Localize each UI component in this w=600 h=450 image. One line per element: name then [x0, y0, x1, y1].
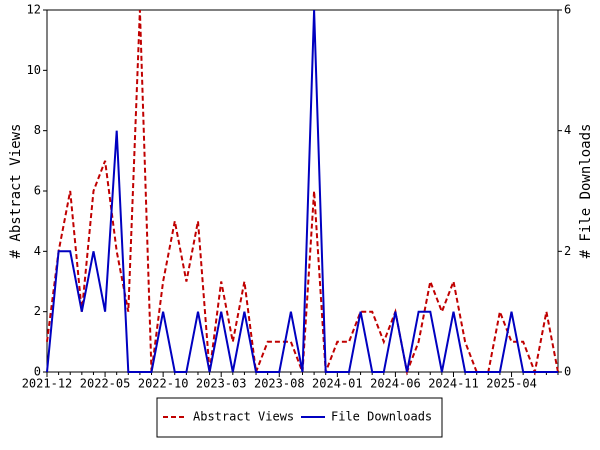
y-tick-label: 6	[34, 184, 41, 198]
y2-tick-label: 0	[564, 365, 571, 379]
x-tick-label: 2024-11	[428, 377, 479, 391]
x-tick-label: 2024-06	[370, 377, 421, 391]
y2-axis-label: # File Downloads	[578, 124, 594, 259]
y2-tick-label: 6	[564, 3, 571, 17]
y-axis-label: # Abstract Views	[8, 124, 24, 259]
legend-label: Abstract Views	[193, 410, 294, 424]
y-tick-label: 8	[34, 123, 41, 137]
series-line	[46, 9, 559, 376]
x-tick-label: 2024-01	[312, 377, 363, 391]
legend-box	[156, 397, 443, 438]
plot-frame	[46, 9, 559, 373]
x-tick-label: 2021-12	[22, 377, 73, 391]
y2-tick-label: 2	[564, 244, 571, 258]
y-tick-label: 4	[34, 244, 41, 258]
series-line	[46, 9, 558, 373]
legend-label: File Downloads	[331, 410, 432, 424]
y-tick-label: 12	[27, 3, 41, 17]
x-tick-label: 2025-04	[486, 377, 537, 391]
y-tick-label: 2	[34, 304, 41, 318]
x-tick-label: 2022-10	[138, 377, 189, 391]
x-tick-label: 2023-08	[254, 377, 305, 391]
x-tick-label: 2023-03	[196, 377, 247, 391]
y-tick-label: 0	[34, 365, 41, 379]
y-tick-label: 10	[27, 63, 41, 77]
x-tick-label: 2022-05	[80, 377, 131, 391]
y2-tick-label: 4	[564, 123, 571, 137]
